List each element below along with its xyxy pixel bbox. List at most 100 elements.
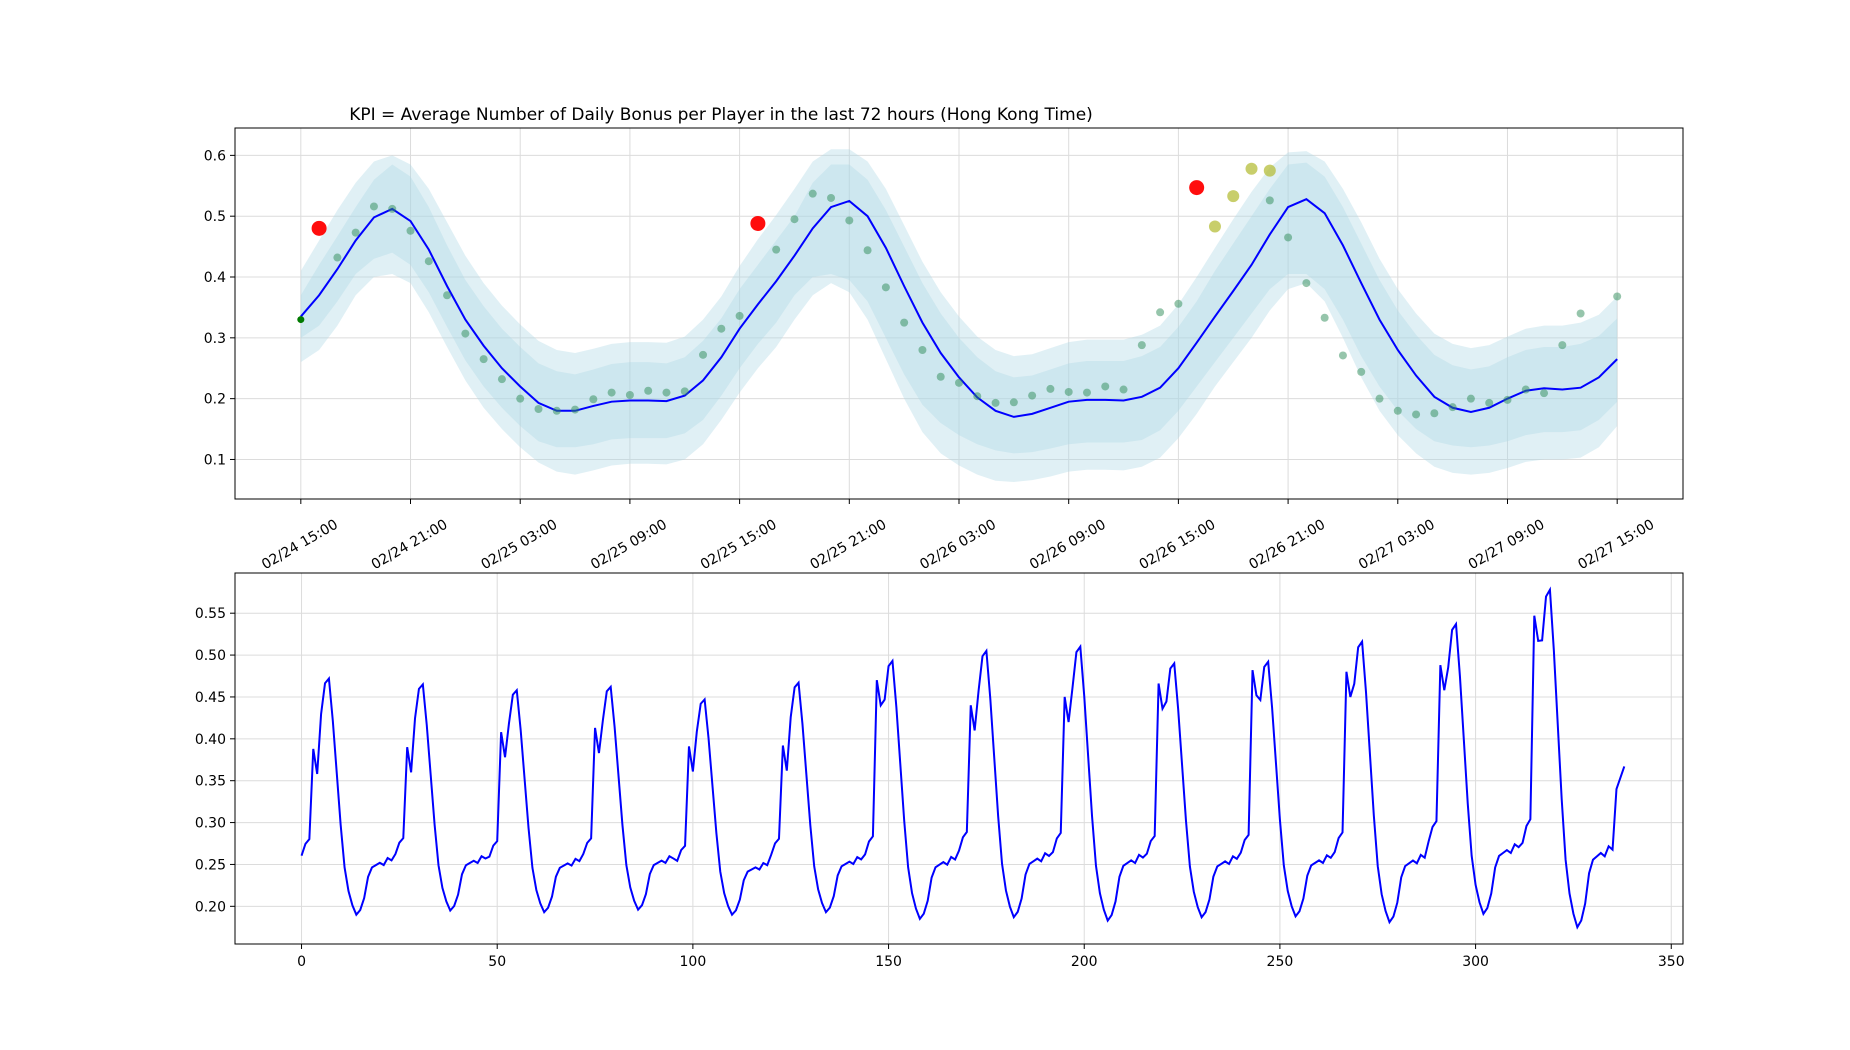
observed-point bbox=[1393, 406, 1402, 415]
observed-point bbox=[644, 386, 653, 395]
observed-point bbox=[662, 388, 671, 397]
observed-point bbox=[351, 228, 360, 237]
observed-point bbox=[333, 253, 342, 262]
x-tick-label: 350 bbox=[1658, 954, 1685, 970]
top-grid bbox=[235, 128, 1683, 499]
anomaly-point bbox=[1189, 180, 1205, 196]
y-tick-label: 0.6 bbox=[204, 148, 226, 164]
observed-point bbox=[1466, 394, 1475, 403]
y-tick-label: 0.40 bbox=[195, 732, 226, 748]
observed-point bbox=[1082, 388, 1091, 397]
observed-point bbox=[1265, 196, 1274, 205]
observed-point bbox=[735, 311, 744, 320]
y-tick-label: 0.5 bbox=[204, 209, 226, 225]
warning-point bbox=[1263, 164, 1276, 177]
observed-point bbox=[1174, 299, 1183, 308]
observed-point bbox=[461, 329, 470, 338]
observed-point bbox=[388, 204, 397, 213]
observed-point bbox=[1119, 385, 1128, 394]
x-tick-label: 300 bbox=[1462, 954, 1489, 970]
x-tick-label: 100 bbox=[680, 954, 707, 970]
observed-point bbox=[1558, 341, 1567, 350]
observed-point bbox=[1412, 410, 1421, 419]
kpi-series-line bbox=[300, 586, 1626, 930]
observed-point bbox=[443, 291, 452, 300]
y-tick-label: 0.3 bbox=[204, 331, 226, 347]
observed-point bbox=[881, 283, 890, 292]
anomaly-point bbox=[750, 215, 766, 231]
observed-point bbox=[1357, 367, 1366, 376]
observed-point bbox=[297, 316, 305, 324]
bottom-plot-frame bbox=[234, 572, 1684, 945]
bottom-grid bbox=[235, 573, 1683, 944]
observed-point bbox=[936, 372, 945, 381]
observed-point bbox=[1284, 233, 1293, 242]
y-tick-label: 0.25 bbox=[195, 857, 226, 873]
top-y-axis: 0.1 0.2 0.3 0.4 0.5 0.6 bbox=[204, 148, 235, 468]
y-tick-label: 0.35 bbox=[195, 774, 226, 790]
observed-point bbox=[680, 387, 689, 396]
x-tick-label: 50 bbox=[488, 954, 506, 970]
x-tick-label: 0 bbox=[297, 954, 306, 970]
observed-point bbox=[479, 355, 488, 364]
bottom-panel: 0.20 0.25 0.30 0.35 0.40 0.45 0.50 0.55 0 50 100 1… bbox=[195, 572, 1685, 970]
x-tick-label: 150 bbox=[875, 954, 902, 970]
observed-point bbox=[772, 245, 781, 254]
observed-point bbox=[516, 394, 525, 403]
observed-point bbox=[699, 350, 708, 359]
kpi-series bbox=[300, 586, 1626, 930]
observed-point bbox=[1485, 398, 1494, 407]
warning-points bbox=[1208, 162, 1276, 233]
observed-point bbox=[863, 246, 872, 255]
observed-point bbox=[625, 390, 634, 399]
observed-point bbox=[1302, 279, 1311, 288]
observed-point bbox=[1613, 292, 1622, 301]
y-tick-label: 0.30 bbox=[195, 816, 226, 832]
observed-point bbox=[808, 189, 817, 198]
observed-point bbox=[552, 406, 561, 415]
observed-point bbox=[918, 345, 927, 354]
y-tick-label: 0.1 bbox=[204, 452, 226, 468]
observed-point bbox=[1009, 398, 1018, 407]
observed-point bbox=[1101, 382, 1110, 391]
bottom-y-axis: 0.20 0.25 0.30 0.35 0.40 0.45 0.50 0.55 bbox=[195, 606, 235, 915]
y-tick-label: 0.50 bbox=[195, 648, 226, 664]
y-tick-label: 0.55 bbox=[195, 606, 226, 622]
observed-point bbox=[1320, 313, 1329, 322]
observed-point bbox=[406, 226, 415, 235]
bottom-x-axis: 0 50 100 150 200 250 300 350 bbox=[297, 944, 1685, 970]
observed-point bbox=[1338, 351, 1347, 360]
anomaly-point bbox=[311, 220, 327, 236]
warning-point bbox=[1208, 220, 1221, 233]
observed-point bbox=[717, 324, 726, 333]
observed-point bbox=[1576, 309, 1585, 318]
y-tick-label: 0.45 bbox=[195, 690, 226, 706]
observed-point bbox=[790, 215, 799, 224]
observed-point bbox=[1430, 409, 1439, 418]
warning-point bbox=[1245, 162, 1258, 175]
anomaly-points bbox=[311, 180, 1205, 236]
observed-point bbox=[973, 392, 982, 401]
observed-point bbox=[1028, 391, 1037, 400]
y-tick-label: 0.20 bbox=[195, 899, 226, 915]
observed-point bbox=[1503, 395, 1512, 404]
observed-point bbox=[1156, 308, 1165, 317]
observed-point bbox=[369, 202, 378, 211]
observed-point bbox=[571, 405, 580, 414]
x-tick-label: 200 bbox=[1071, 954, 1098, 970]
observed-point bbox=[497, 375, 506, 384]
observed-point bbox=[424, 257, 433, 266]
observed-points bbox=[297, 189, 1622, 419]
observed-point bbox=[1137, 341, 1146, 350]
observed-point bbox=[607, 388, 616, 397]
top-plot-frame bbox=[234, 127, 1684, 500]
chart-title: KPI = Average Number of Daily Bonus per … bbox=[349, 105, 1093, 125]
observed-point bbox=[589, 395, 598, 404]
y-tick-label: 0.2 bbox=[204, 392, 226, 408]
prediction-series bbox=[300, 198, 1618, 418]
warning-point bbox=[1227, 190, 1240, 203]
y-tick-label: 0.4 bbox=[204, 270, 226, 286]
observed-point bbox=[1521, 385, 1530, 394]
